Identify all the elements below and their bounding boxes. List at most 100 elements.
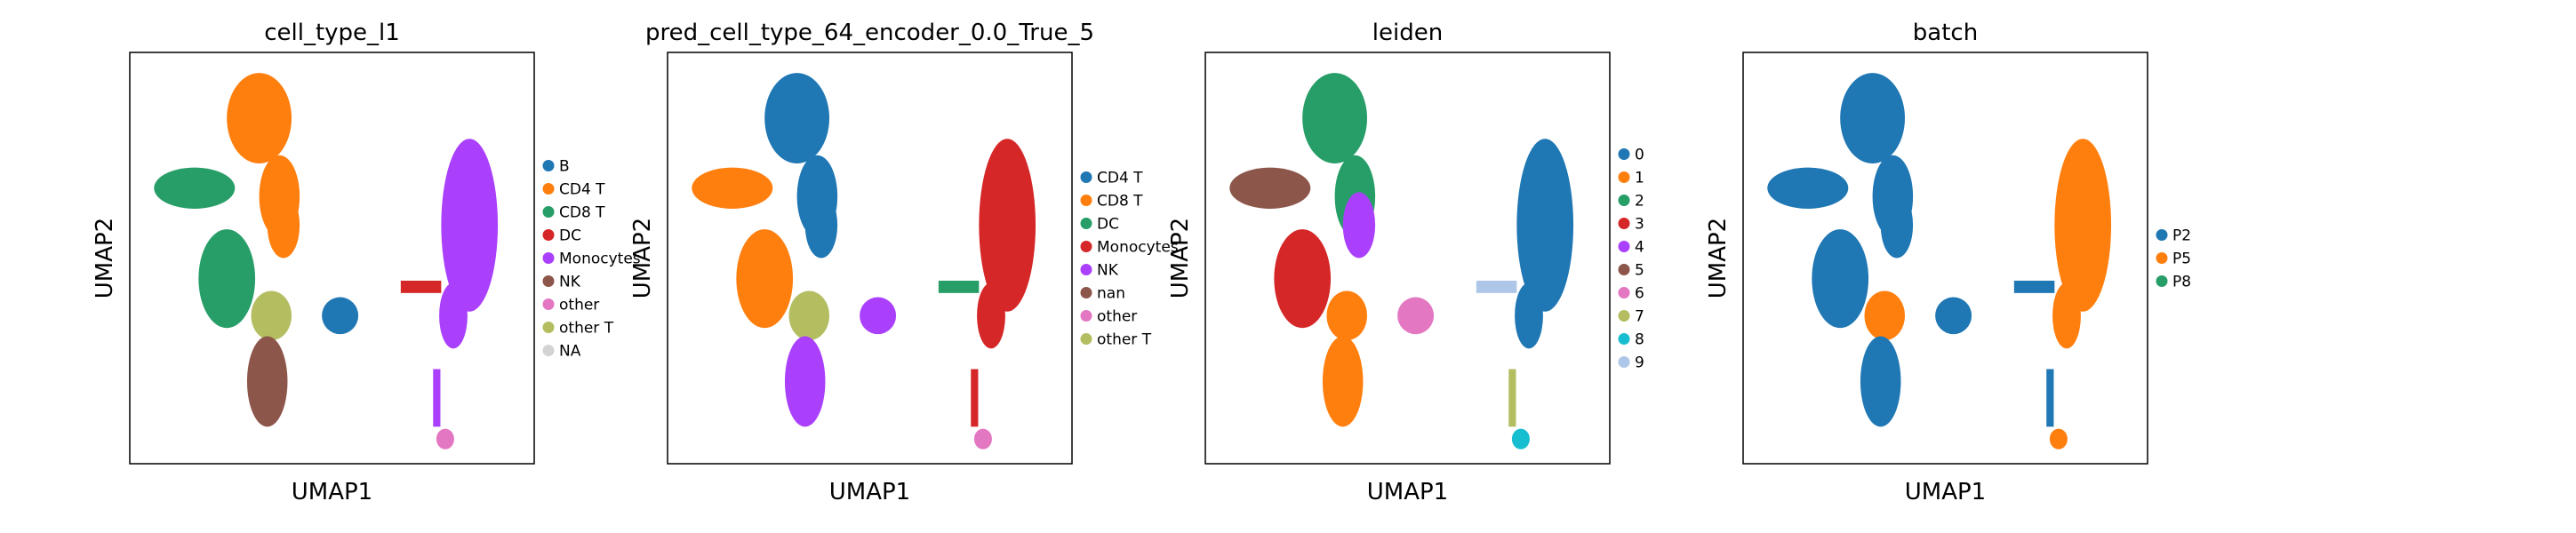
- cluster-small-blob: [322, 297, 359, 335]
- legend-swatch: [1618, 356, 1630, 368]
- legend-label: 2: [1635, 193, 1644, 211]
- legend-swatch: [542, 322, 555, 333]
- cluster-right-bottom-dot: [436, 428, 454, 449]
- umap-panel-1: cell_type_l1 UMAP1 UMAP2 B CD4 T CD8 T DC Monoc…: [92, 20, 641, 505]
- panel-title: pred_cell_type_64_encoder_0.0_True_5: [645, 20, 1094, 46]
- legend-label: NK: [559, 274, 581, 291]
- plot-frame: [1742, 52, 2148, 465]
- cluster-right-large: [1516, 139, 1574, 312]
- legend-swatch: [1080, 287, 1092, 298]
- legend-label: P5: [2172, 251, 2191, 268]
- cluster-left-lower: [198, 229, 256, 329]
- cluster-top-center: [1302, 73, 1367, 164]
- cluster-left-lower: [1274, 229, 1332, 329]
- plot-frame: [1204, 52, 1611, 465]
- legend-label: other: [559, 297, 599, 314]
- legend-label: other T: [1097, 331, 1152, 349]
- legend-label: NK: [1097, 262, 1119, 280]
- legend-swatch: [1618, 264, 1630, 275]
- legend-label: DC: [1097, 216, 1119, 234]
- cluster-right-stream: [2013, 280, 2055, 293]
- cluster-center-lower: [1326, 290, 1367, 341]
- legend-label: 3: [1635, 216, 1644, 234]
- cluster-right-bottom-dot: [973, 428, 992, 449]
- legend: CD4 T CD8 T DC Monocytes NK nan other other T: [1080, 170, 1179, 349]
- cluster-right-bottom-dot: [1511, 428, 1530, 449]
- cluster-right-tail: [1508, 369, 1516, 427]
- cluster-right-large: [977, 282, 1005, 349]
- legend-swatch: [1080, 218, 1092, 229]
- legend-label: CD4 T: [1097, 170, 1143, 187]
- legend-label: P8: [2172, 274, 2191, 291]
- cluster-right-tail: [971, 369, 979, 427]
- legend-swatch: [1080, 241, 1092, 252]
- cluster-center-mid: [804, 192, 838, 259]
- legend-swatch: [2156, 252, 2168, 264]
- legend-swatch: [542, 160, 555, 171]
- legend-label: 0: [1635, 147, 1644, 164]
- legend-label: CD4 T: [559, 181, 605, 199]
- legend-swatch: [542, 298, 555, 310]
- y-axis-label: UMAP2: [629, 218, 656, 298]
- umap-panel-4: batch UMAP1 UMAP2 P2 P5 P8: [1705, 20, 2191, 505]
- legend-swatch: [542, 252, 555, 264]
- legend-swatch: [542, 206, 555, 218]
- cluster-left-lower: [1812, 229, 1869, 329]
- legend-swatch: [2156, 275, 2168, 287]
- x-axis-label: UMAP1: [1905, 479, 1986, 505]
- legend-label: 1: [1635, 170, 1644, 187]
- legend-swatch: [1618, 171, 1630, 183]
- cluster-top-center: [1840, 73, 1906, 164]
- cluster-small-blob: [1935, 297, 1972, 335]
- cluster-right-large: [2052, 282, 2081, 349]
- legend-label: 9: [1635, 354, 1644, 372]
- cluster-right-stream: [400, 280, 442, 293]
- legend-swatch: [1618, 287, 1630, 298]
- cluster-bottom-blob: [1322, 336, 1364, 427]
- cluster-right-large: [979, 139, 1036, 312]
- cluster-group: [1229, 73, 1574, 449]
- plot-frame: [667, 52, 1073, 465]
- legend-swatch: [1618, 195, 1630, 206]
- cluster-group: [692, 73, 1036, 449]
- cluster-small-blob: [1397, 297, 1435, 335]
- cluster-right-large: [441, 139, 499, 312]
- legend-label: NA: [559, 343, 581, 361]
- legend-swatch: [1618, 310, 1630, 322]
- cluster-center-lower: [1864, 290, 1905, 341]
- cluster-right-tail: [2046, 369, 2054, 427]
- umap-panel-3: leiden UMAP1 UMAP2 0 1 2 3 4 5 6 7 8 9: [1167, 20, 1644, 505]
- cluster-center-mid: [1342, 192, 1376, 259]
- cluster-left-arm: [154, 167, 236, 209]
- legend-label: Monocytes: [1097, 239, 1179, 257]
- cluster-group: [1767, 73, 2112, 449]
- cluster-left-arm: [1767, 167, 1849, 209]
- legend: P2 P5 P8: [2156, 227, 2191, 291]
- y-axis-label: UMAP2: [1167, 218, 1194, 298]
- legend-label: DC: [559, 227, 581, 245]
- cluster-right-stream: [1476, 280, 1517, 293]
- cluster-left-lower: [736, 229, 794, 329]
- legend: B CD4 T CD8 T DC Monocytes NK other other T NA: [542, 158, 641, 361]
- panel-title: batch: [1913, 20, 1978, 46]
- legend-swatch: [2156, 229, 2168, 241]
- plot-frame: [129, 52, 535, 465]
- cluster-left-arm: [692, 167, 773, 209]
- cluster-bottom-blob: [1860, 336, 1901, 427]
- cluster-right-bottom-dot: [2049, 428, 2068, 449]
- legend-label: nan: [1097, 285, 1125, 303]
- legend-label: 4: [1635, 239, 1644, 257]
- cluster-top-center: [764, 73, 829, 164]
- cluster-right-large: [1515, 282, 1543, 349]
- legend-swatch: [1080, 310, 1092, 322]
- cluster-group: [154, 73, 499, 449]
- cluster-right-large: [2054, 139, 2112, 312]
- legend-swatch: [1080, 264, 1092, 275]
- legend-swatch: [1618, 333, 1630, 345]
- legend-label: 6: [1635, 285, 1644, 303]
- legend-swatch: [542, 345, 555, 356]
- legend-label: P2: [2172, 227, 2191, 245]
- legend-label: 5: [1635, 262, 1644, 280]
- cluster-center-lower: [788, 290, 829, 341]
